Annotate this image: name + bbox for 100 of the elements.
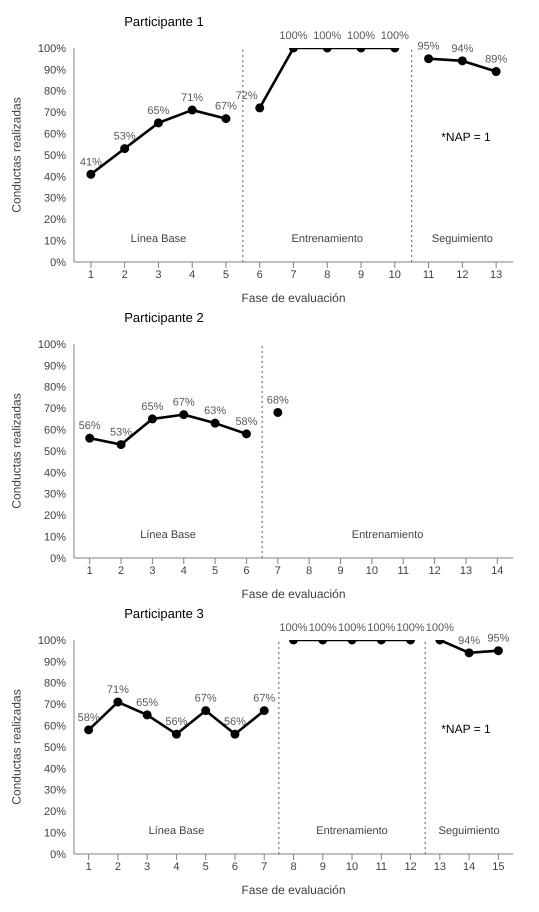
point: [260, 706, 269, 716]
y-tick-label: 30%: [44, 784, 66, 797]
y-tick-label: 50%: [44, 446, 66, 458]
x-tick-label: 8: [324, 268, 330, 281]
y-tick-label: 50%: [44, 742, 66, 754]
x-tick-label: 2: [118, 564, 124, 577]
data-label: 65%: [147, 104, 170, 117]
data-label: 95%: [487, 632, 510, 645]
x-axis-title: Fase de evaluación: [241, 587, 346, 601]
data-label: 100%: [426, 622, 454, 634]
y-tick-label: 60%: [44, 128, 66, 141]
y-tick-label: 30%: [44, 192, 66, 205]
point: [255, 103, 264, 112]
chart-title: Participante 2: [123, 310, 205, 325]
annotation: Línea Base: [139, 528, 197, 541]
x-tick-label: 3: [149, 564, 156, 577]
y-tick-label: 80%: [44, 86, 66, 98]
x-tick-label: 7: [261, 860, 268, 873]
y-tick-label: 20%: [44, 806, 66, 818]
x-tick-label: 8: [306, 564, 312, 577]
chart-title: Participante 1: [123, 14, 205, 29]
point: [201, 706, 210, 716]
annotation: Línea Base: [148, 824, 206, 837]
x-tick-label: 13: [460, 564, 472, 577]
y-tick-label: 90%: [44, 656, 66, 668]
x-tick-label: 6: [256, 268, 263, 281]
y-tick-label: 60%: [44, 720, 66, 733]
point: [210, 418, 220, 428]
x-tick-label: 12: [456, 268, 468, 281]
x-tick-label: 5: [212, 564, 218, 577]
annotation: Entrenamiento: [350, 528, 424, 541]
y-tick-label: 90%: [44, 360, 66, 372]
x-tick-label: 5: [222, 268, 230, 281]
point: [120, 144, 130, 154]
y-tick-label: 30%: [44, 488, 66, 501]
y-tick-label: 10%: [44, 236, 66, 248]
x-axis-title: Fase de evaluación: [241, 291, 346, 305]
point: [85, 434, 94, 443]
data-label: 71%: [106, 684, 130, 696]
data-label: 89%: [485, 54, 508, 66]
x-tick-label: 1: [86, 860, 92, 873]
y-tick-label: 0%: [50, 256, 66, 269]
data-label: 56%: [165, 716, 188, 728]
x-tick-label: 3: [155, 268, 162, 281]
data-label: 53%: [110, 426, 132, 439]
y-tick-label: 10%: [44, 532, 66, 544]
data-label: 56%: [78, 420, 101, 432]
data-label: 72%: [236, 90, 258, 102]
data-label: 94%: [451, 42, 474, 55]
point: [84, 725, 94, 734]
y-axis-title: Conductas realizadas: [9, 393, 24, 509]
x-tick-label: 2: [122, 268, 128, 281]
annotation: Entrenamiento: [315, 824, 389, 837]
y-tick-label: 40%: [44, 763, 66, 776]
x-tick-label: 1: [88, 268, 94, 281]
x-tick-label: 14: [462, 860, 476, 873]
y-tick-label: 100%: [38, 338, 66, 351]
x-tick-label: 8: [290, 860, 297, 873]
x-tick-label: 3: [144, 860, 150, 873]
point: [230, 730, 240, 739]
data-label: 67%: [253, 692, 276, 705]
data-label: 94%: [458, 634, 480, 647]
annotation: Seguimiento: [438, 824, 501, 837]
annotation: *NAP = 1: [440, 722, 492, 736]
point: [113, 698, 122, 707]
x-tick-label: 11: [422, 268, 434, 281]
x-tick-label: 12: [404, 860, 417, 873]
x-tick-label: 11: [398, 564, 409, 577]
y-tick-label: 0%: [50, 848, 66, 861]
point: [172, 730, 181, 739]
y-tick-label: 90%: [44, 64, 66, 76]
y-tick-label: 100%: [38, 42, 66, 55]
point: [492, 67, 501, 76]
chart-title: Participante 3: [123, 606, 205, 621]
y-tick-label: 80%: [44, 382, 66, 394]
y-tick-label: 0%: [50, 552, 66, 565]
x-tick-label: 13: [434, 860, 446, 873]
annotation: Entrenamiento: [290, 232, 364, 245]
data-label: 53%: [114, 130, 136, 143]
y-tick-label: 20%: [44, 510, 66, 522]
point: [154, 118, 163, 128]
data-label: 58%: [235, 416, 258, 428]
x-tick-label: 5: [202, 860, 209, 873]
data-label: 67%: [194, 692, 217, 705]
x-tick-label: 6: [243, 564, 250, 577]
x-tick-label: 9: [320, 860, 326, 873]
data-label: 100%: [308, 622, 338, 634]
point: [188, 106, 197, 115]
data-label: 67%: [172, 396, 195, 409]
annotation: *NAP = 1: [440, 130, 492, 144]
x-tick-label: 12: [428, 564, 441, 577]
point: [86, 170, 96, 179]
x-tick-label: 10: [366, 564, 378, 577]
data-label: 100%: [380, 30, 410, 42]
point: [142, 710, 152, 720]
x-tick-label: 15: [492, 860, 504, 873]
y-axis-title: Conductas realizadas: [9, 97, 24, 213]
y-tick-label: 80%: [44, 678, 66, 690]
point: [242, 429, 251, 438]
x-axis-title: Fase de evaluación: [241, 883, 346, 897]
